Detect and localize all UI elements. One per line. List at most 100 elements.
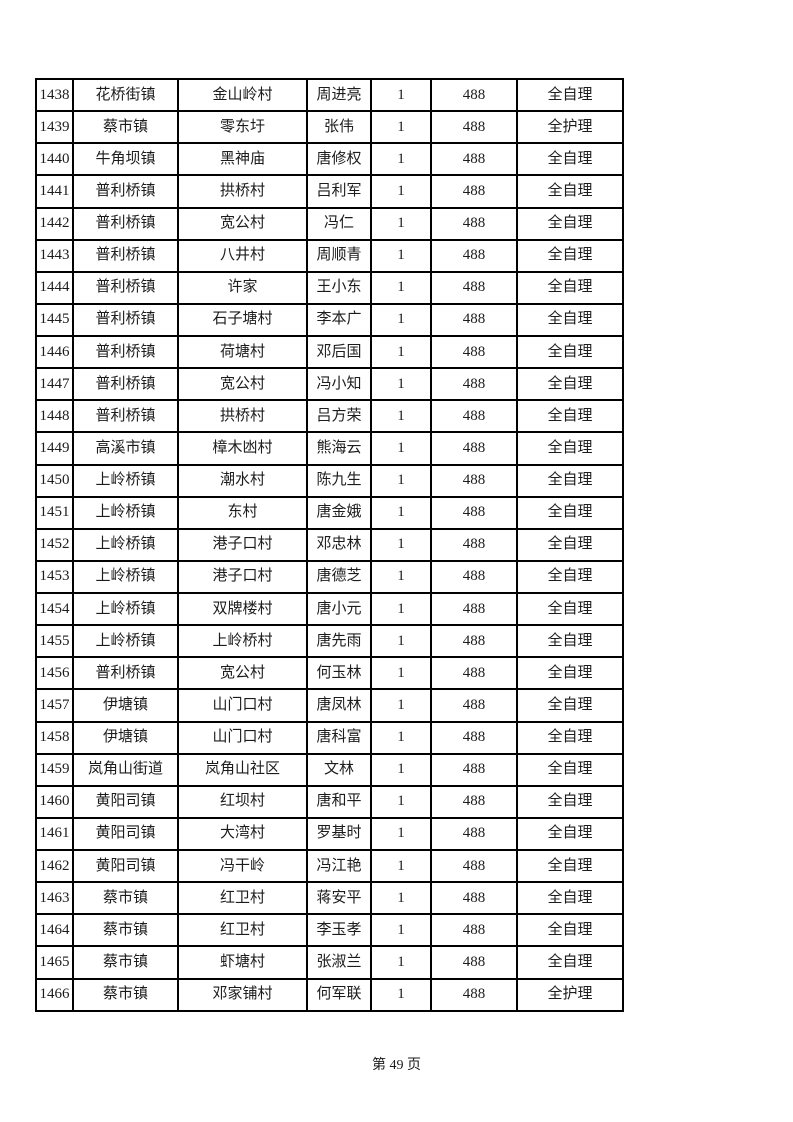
table-row: 1454 上岭桥镇 双牌楼村 唐小元 1 488 全自理: [35, 591, 624, 627]
cell-village: 宽公村: [177, 656, 308, 691]
cell-village: 山门口村: [177, 688, 308, 723]
cell-person-name: 邓忠林: [306, 527, 372, 562]
cell-count: 1: [370, 752, 432, 787]
cell-serial-number: 1439: [35, 110, 74, 145]
cell-care-type: 全自理: [516, 848, 624, 884]
cell-town: 普利桥镇: [72, 206, 179, 241]
cell-count: 1: [370, 367, 432, 402]
cell-person-name: 周顺青: [306, 238, 372, 273]
cell-care-type: 全自理: [516, 431, 624, 466]
table-row: 1440 牛角坝镇 黑神庙 唐修权 1 488 全自理: [35, 142, 624, 177]
cell-amount: 488: [430, 720, 518, 755]
cell-care-type: 全自理: [516, 367, 624, 402]
cell-person-name: 文林: [306, 752, 372, 787]
cell-care-type: 全自理: [516, 334, 624, 370]
cell-care-type: 全自理: [516, 495, 624, 530]
cell-care-type: 全自理: [516, 270, 624, 305]
cell-serial-number: 1454: [35, 591, 74, 627]
cell-count: 1: [370, 238, 432, 273]
cell-count: 1: [370, 784, 432, 819]
cell-town: 普利桥镇: [72, 238, 179, 273]
cell-amount: 488: [430, 559, 518, 595]
cell-amount: 488: [430, 431, 518, 466]
cell-serial-number: 1466: [35, 977, 74, 1012]
cell-amount: 488: [430, 463, 518, 498]
cell-person-name: 李玉孝: [306, 913, 372, 948]
cell-amount: 488: [430, 495, 518, 530]
cell-person-name: 陈九生: [306, 463, 372, 498]
cell-village: 八井村: [177, 238, 308, 273]
cell-amount: 488: [430, 656, 518, 691]
cell-town: 高溪市镇: [72, 431, 179, 466]
table-row: 1456 普利桥镇 宽公村 何玉林 1 488 全自理: [35, 656, 624, 691]
cell-care-type: 全自理: [516, 913, 624, 948]
cell-village: 双牌楼村: [177, 591, 308, 627]
cell-serial-number: 1458: [35, 720, 74, 755]
cell-person-name: 唐小元: [306, 591, 372, 627]
cell-amount: 488: [430, 527, 518, 562]
cell-care-type: 全自理: [516, 591, 624, 627]
cell-amount: 488: [430, 752, 518, 787]
cell-care-type: 全自理: [516, 656, 624, 691]
cell-serial-number: 1464: [35, 913, 74, 948]
cell-town: 黄阳司镇: [72, 848, 179, 884]
cell-village: 金山岭村: [177, 77, 308, 113]
cell-amount: 488: [430, 784, 518, 819]
cell-care-type: 全自理: [516, 142, 624, 177]
cell-count: 1: [370, 334, 432, 370]
cell-care-type: 全自理: [516, 816, 624, 852]
cell-serial-number: 1456: [35, 656, 74, 691]
cell-person-name: 罗基时: [306, 816, 372, 852]
cell-care-type: 全自理: [516, 77, 624, 113]
cell-person-name: 熊海云: [306, 431, 372, 466]
cell-town: 蔡市镇: [72, 110, 179, 145]
cell-care-type: 全自理: [516, 399, 624, 434]
cell-care-type: 全自理: [516, 206, 624, 241]
cell-town: 普利桥镇: [72, 270, 179, 305]
cell-serial-number: 1460: [35, 784, 74, 819]
cell-person-name: 冯仁: [306, 206, 372, 241]
cell-person-name: 张伟: [306, 110, 372, 145]
roster-table-body: 1438 花桥街镇 金山岭村 周进亮 1 488 全自理 1439 蔡市镇 零东圩 张伟 1 488 全护…: [35, 77, 624, 1012]
cell-amount: 488: [430, 688, 518, 723]
cell-village: 大湾村: [177, 816, 308, 852]
cell-town: 蔡市镇: [72, 881, 179, 916]
cell-serial-number: 1462: [35, 848, 74, 884]
cell-town: 普利桥镇: [72, 656, 179, 691]
cell-town: 黄阳司镇: [72, 784, 179, 819]
cell-village: 荷塘村: [177, 334, 308, 370]
cell-count: 1: [370, 816, 432, 852]
cell-serial-number: 1448: [35, 399, 74, 434]
table-row: 1443 普利桥镇 八井村 周顺青 1 488 全自理: [35, 238, 624, 273]
cell-care-type: 全自理: [516, 945, 624, 980]
cell-count: 1: [370, 881, 432, 916]
cell-town: 普利桥镇: [72, 399, 179, 434]
cell-town: 牛角坝镇: [72, 142, 179, 177]
cell-person-name: 唐和平: [306, 784, 372, 819]
cell-amount: 488: [430, 816, 518, 852]
cell-count: 1: [370, 624, 432, 659]
page-number-footer: 第 49 页: [372, 1058, 421, 1073]
cell-village: 山门口村: [177, 720, 308, 755]
cell-village: 红卫村: [177, 881, 308, 916]
cell-town: 上岭桥镇: [72, 527, 179, 562]
table-row: 1461 黄阳司镇 大湾村 罗基时 1 488 全自理: [35, 816, 624, 852]
cell-town: 伊塘镇: [72, 688, 179, 723]
cell-amount: 488: [430, 270, 518, 305]
table-row: 1442 普利桥镇 宽公村 冯仁 1 488 全自理: [35, 206, 624, 241]
cell-serial-number: 1463: [35, 881, 74, 916]
cell-town: 岚角山街道: [72, 752, 179, 787]
cell-serial-number: 1446: [35, 334, 74, 370]
cell-person-name: 唐修权: [306, 142, 372, 177]
cell-serial-number: 1459: [35, 752, 74, 787]
cell-serial-number: 1450: [35, 463, 74, 498]
cell-care-type: 全护理: [516, 977, 624, 1012]
cell-count: 1: [370, 302, 432, 338]
cell-person-name: 冯江艳: [306, 848, 372, 884]
cell-amount: 488: [430, 334, 518, 370]
cell-amount: 488: [430, 591, 518, 627]
table-row: 1449 高溪市镇 樟木凼村 熊海云 1 488 全自理: [35, 431, 624, 466]
cell-care-type: 全自理: [516, 174, 624, 209]
table-row: 1452 上岭桥镇 港子口村 邓忠林 1 488 全自理: [35, 527, 624, 562]
cell-village: 潮水村: [177, 463, 308, 498]
